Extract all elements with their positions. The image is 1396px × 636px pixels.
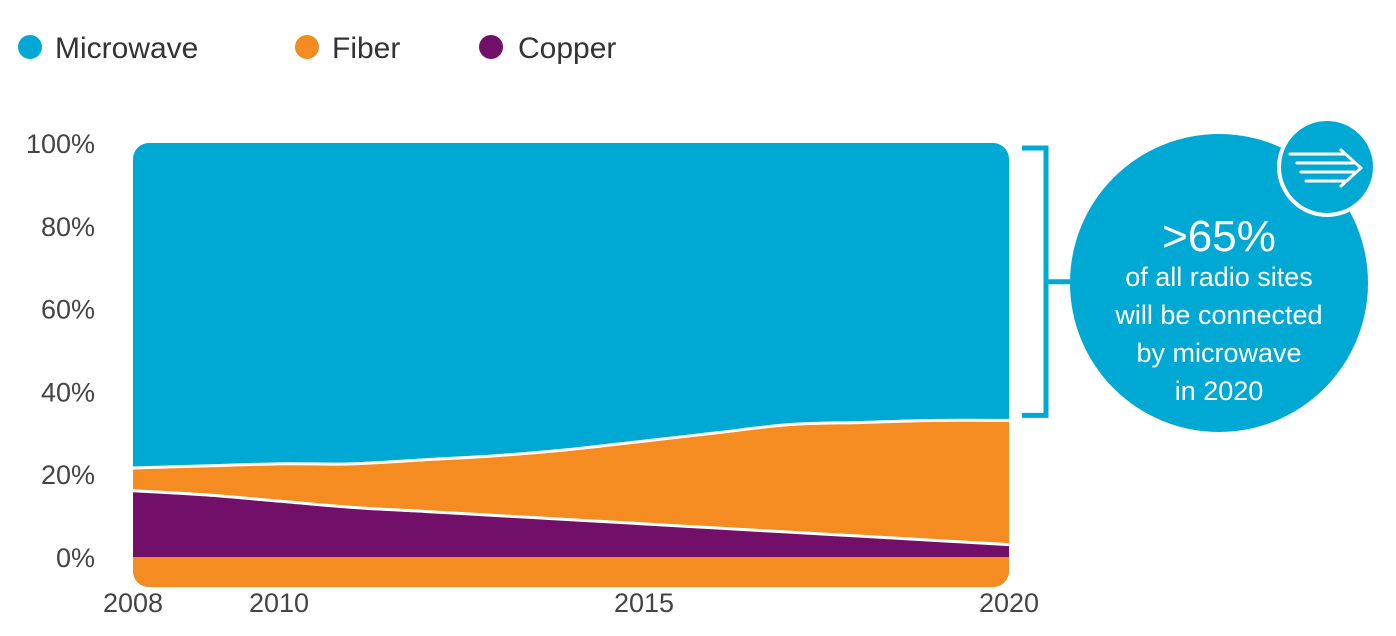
- x-tick-label: 2008: [103, 588, 163, 618]
- plot-area: [133, 143, 1009, 587]
- callout: >65% of all radio sites will be connecte…: [1070, 117, 1377, 432]
- legend-item-microwave: Microwave: [18, 32, 198, 65]
- legend-label-microwave: Microwave: [55, 32, 198, 65]
- legend-swatch-microwave: [18, 35, 42, 59]
- callout-text-line: of all radio sites: [1125, 262, 1313, 292]
- y-tick-label: 60%: [41, 295, 95, 325]
- y-tick-label: 0%: [56, 543, 95, 573]
- legend-swatch-copper: [479, 35, 503, 59]
- callout-text-line: will be connected: [1114, 300, 1322, 330]
- y-axis: 0% 20% 40% 60% 80% 100%: [26, 129, 95, 573]
- legend-item-copper: Copper: [479, 32, 616, 65]
- boundary-line-fiber-microwave: [133, 418, 1009, 470]
- x-axis: 2008 2010 2015 2020: [103, 588, 1039, 618]
- legend-label-copper: Copper: [518, 32, 616, 65]
- x-tick-label: 2010: [249, 588, 309, 618]
- callout-circle: [1070, 134, 1368, 432]
- arrow-icon-badge: [1277, 117, 1377, 217]
- y-tick-label: 100%: [26, 129, 95, 159]
- y-tick-label: 40%: [41, 377, 95, 407]
- x-tick-label: 2020: [979, 588, 1039, 618]
- arrow-right-icon: [1277, 117, 1377, 217]
- legend-item-fiber: Fiber: [295, 32, 400, 65]
- callout-headline: >65%: [1162, 212, 1276, 261]
- y-tick-label: 80%: [41, 212, 95, 242]
- legend-label-fiber: Fiber: [332, 32, 400, 65]
- microwave-bracket: [1022, 145, 1070, 418]
- boundary-line-copper-fiber: [133, 489, 1009, 547]
- legend: Microwave Fiber Copper: [18, 32, 616, 65]
- y-tick-label: 20%: [41, 460, 95, 490]
- x-tick-label: 2015: [614, 588, 674, 618]
- callout-text-line: by microwave: [1136, 338, 1301, 368]
- legend-swatch-fiber: [295, 35, 319, 59]
- callout-text-line: in 2020: [1175, 376, 1264, 406]
